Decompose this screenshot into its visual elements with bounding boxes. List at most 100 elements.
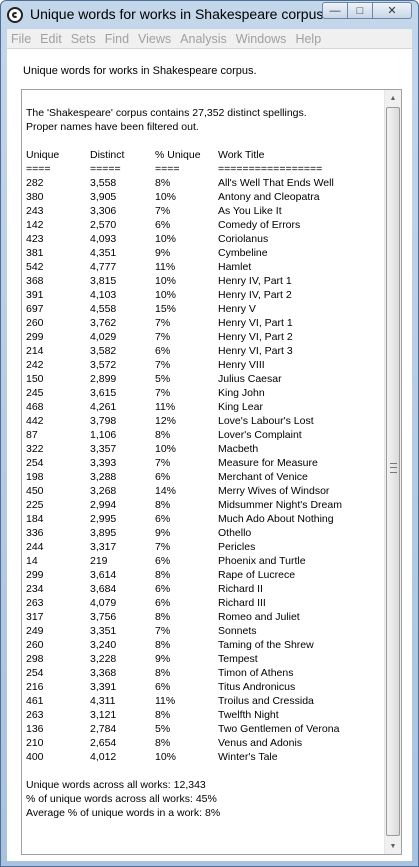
report-heading: Unique words for works in Shakespeare co… bbox=[23, 65, 257, 77]
cell-distinct: 4,311 bbox=[90, 695, 116, 707]
header-percent-unique: % Unique bbox=[155, 149, 201, 161]
intro-line: The 'Shakespeare' corpus contains 27,352… bbox=[26, 107, 307, 119]
table-row: 184 2,995 6% Much Ado About Nothing bbox=[26, 512, 334, 526]
table-row: 263 3,121 8% Twelfth Night bbox=[26, 708, 307, 722]
table-row: 442 3,798 12% Love's Labour's Lost bbox=[26, 414, 314, 428]
blank-line bbox=[26, 764, 307, 778]
header-distinct: Distinct bbox=[90, 149, 125, 161]
cell-percent-unique: 6% bbox=[155, 583, 171, 595]
title-bar[interactable]: Unique words for works in Shakespeare co… bbox=[1, 1, 418, 29]
cell-percent-unique: 7% bbox=[155, 359, 171, 371]
scroll-down-arrow-icon[interactable]: ▼ bbox=[389, 842, 397, 850]
cell-work-title: Henry V bbox=[218, 303, 256, 315]
cell-work-title: Lover's Complaint bbox=[218, 429, 302, 441]
menu-windows[interactable]: Windows bbox=[235, 31, 287, 46]
cell-work-title: Henry VI, Part 3 bbox=[218, 345, 293, 357]
cell-unique: 245 bbox=[26, 387, 44, 399]
close-icon: ✕ bbox=[387, 5, 397, 17]
table-row: 468 4,261 11% King Lear bbox=[26, 400, 307, 414]
table-row: 254 3,368 8% Timon of Athens bbox=[26, 666, 307, 680]
table-row: 322 3,357 10% Macbeth bbox=[26, 442, 307, 456]
cell-percent-unique: 6% bbox=[155, 471, 171, 483]
table-row: 263 4,079 6% Richard III bbox=[26, 596, 307, 610]
cell-distinct: 4,777 bbox=[90, 261, 117, 273]
cell-unique: 216 bbox=[26, 681, 44, 693]
cell-work-title: Richard II bbox=[218, 583, 263, 595]
maximize-button[interactable]: □ bbox=[347, 2, 373, 19]
cell-work-title: Cymbeline bbox=[218, 247, 268, 259]
table-body: 282 3,558 8% All's Well That Ends Well 380 3,… bbox=[26, 176, 342, 764]
underline: ==== bbox=[155, 163, 180, 175]
menu-sets[interactable]: Sets bbox=[70, 31, 96, 46]
table-row: 214 3,582 6% Henry VI, Part 3 bbox=[26, 344, 307, 358]
cell-unique: 542 bbox=[26, 261, 44, 273]
cell-work-title: Henry VI, Part 1 bbox=[218, 317, 293, 329]
cell-work-title: Two Gentlemen of Verona bbox=[218, 723, 340, 735]
cell-distinct: 4,029 bbox=[90, 331, 117, 343]
cell-percent-unique: 6% bbox=[155, 345, 171, 357]
cell-distinct: 3,240 bbox=[90, 639, 117, 651]
table-row: 336 3,895 9% Othello bbox=[26, 526, 307, 540]
vertical-scrollbar[interactable]: ▲ ▼ bbox=[384, 90, 401, 854]
cell-percent-unique: 7% bbox=[155, 457, 171, 469]
menu-analysis[interactable]: Analysis bbox=[180, 31, 227, 46]
close-button[interactable]: ✕ bbox=[372, 2, 412, 19]
cell-unique: 242 bbox=[26, 359, 44, 371]
menu-file[interactable]: File bbox=[11, 31, 32, 46]
cell-percent-unique: 9% bbox=[155, 527, 171, 539]
menu-edit[interactable]: Edit bbox=[40, 31, 62, 46]
menu-help[interactable]: Help bbox=[295, 31, 322, 46]
cell-work-title: Troilus and Cressida bbox=[218, 695, 314, 707]
cell-work-title: Taming of the Shrew bbox=[218, 639, 314, 651]
cell-work-title: Midsummer Night's Dream bbox=[218, 499, 342, 511]
table-row: 282 3,558 8% All's Well That Ends Well bbox=[26, 176, 334, 190]
cell-work-title: Antony and Cleopatra bbox=[218, 191, 320, 203]
cell-distinct: 2,654 bbox=[90, 737, 117, 749]
cell-work-title: Sonnets bbox=[218, 625, 257, 637]
scroll-up-arrow-icon[interactable]: ▲ bbox=[389, 94, 397, 102]
cell-distinct: 2,570 bbox=[90, 219, 117, 231]
cell-unique: 368 bbox=[26, 275, 44, 287]
menu-find[interactable]: Find bbox=[104, 31, 130, 46]
cell-distinct: 4,012 bbox=[90, 751, 117, 763]
table-row: 216 3,391 6% Titus Andronicus bbox=[26, 680, 307, 694]
cell-unique: 214 bbox=[26, 345, 44, 357]
cell-percent-unique: 11% bbox=[155, 261, 176, 273]
cell-distinct: 3,121 bbox=[90, 709, 117, 721]
cell-unique: 254 bbox=[26, 667, 44, 679]
cell-unique: 697 bbox=[26, 303, 44, 315]
table-row: 317 3,756 8% Romeo and Juliet bbox=[26, 610, 307, 624]
cell-work-title: Henry VIII bbox=[218, 359, 265, 371]
table-row: 243 3,306 7% As You Like It bbox=[26, 204, 307, 218]
cell-distinct: 3,756 bbox=[90, 611, 117, 623]
cell-distinct: 2,784 bbox=[90, 723, 117, 735]
table-header-row: Unique Distinct % Unique Work Title bbox=[26, 148, 307, 162]
cell-percent-unique: 9% bbox=[155, 247, 171, 259]
table-row: 423 4,093 10% Coriolanus bbox=[26, 232, 307, 246]
cell-work-title: Twelfth Night bbox=[218, 709, 279, 721]
cell-work-title: Coriolanus bbox=[218, 233, 269, 245]
cell-distinct: 3,582 bbox=[90, 345, 117, 357]
table-row: 242 3,572 7% Henry VIII bbox=[26, 358, 307, 372]
cell-unique: 136 bbox=[26, 723, 44, 735]
table-row: 87 1,106 8% Lover's Complaint bbox=[26, 428, 307, 442]
cell-unique: 249 bbox=[26, 625, 44, 637]
scroll-thumb[interactable] bbox=[386, 107, 400, 836]
report-text-panel[interactable]: The 'Shakespeare' corpus contains 27,352… bbox=[21, 89, 402, 855]
cell-percent-unique: 8% bbox=[155, 499, 171, 511]
table-row: 299 4,029 7% Henry VI, Part 2 bbox=[26, 330, 307, 344]
cell-percent-unique: 7% bbox=[155, 625, 171, 637]
table-row: 245 3,615 7% King John bbox=[26, 386, 307, 400]
cell-percent-unique: 8% bbox=[155, 709, 171, 721]
cell-percent-unique: 10% bbox=[155, 289, 177, 301]
table-row: 142 2,570 6% Comedy of Errors bbox=[26, 218, 307, 232]
menu-views[interactable]: Views bbox=[138, 31, 172, 46]
cell-distinct: 3,558 bbox=[90, 177, 117, 189]
underline: ===== bbox=[90, 163, 121, 175]
cell-percent-unique: 14% bbox=[155, 485, 177, 497]
minimize-button[interactable]: — bbox=[322, 2, 348, 19]
app-icon[interactable] bbox=[7, 7, 23, 23]
table-row: 260 3,762 7% Henry VI, Part 1 bbox=[26, 316, 307, 330]
cell-unique: 225 bbox=[26, 499, 44, 511]
cell-work-title: Romeo and Juliet bbox=[218, 611, 300, 623]
